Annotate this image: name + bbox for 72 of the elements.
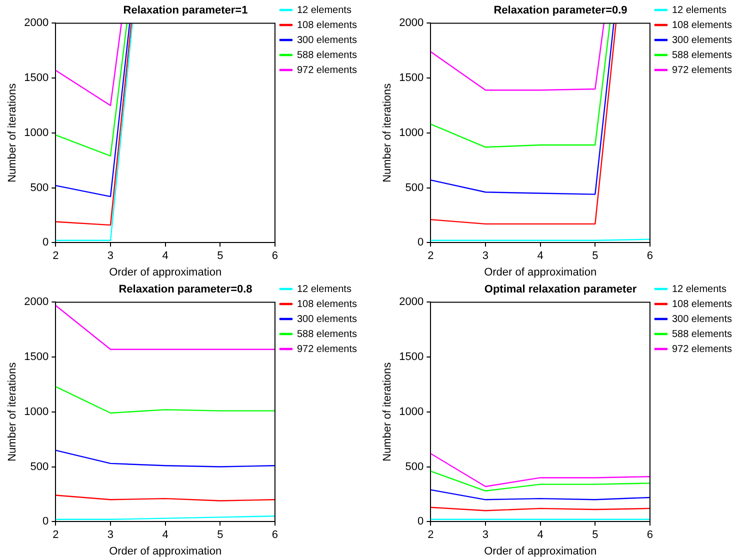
y-tick-label: 2000	[399, 296, 424, 308]
y-tick-label: 2000	[24, 296, 49, 308]
legend-label: 300 elements	[672, 314, 732, 325]
legend-label: 588 elements	[296, 50, 358, 61]
legend-label: 972 elements	[672, 64, 732, 76]
x-axis-title: Order of approximation	[484, 266, 597, 278]
legend-label: 588 elements	[672, 50, 732, 61]
x-tick-label: 3	[107, 529, 114, 542]
legend-label: 108 elements	[296, 20, 358, 31]
y-tick-label: 1500	[24, 351, 49, 364]
legend-label: 108 elements	[672, 298, 732, 310]
x-tick-label: 4	[537, 250, 544, 262]
x-tick-label: 5	[592, 529, 598, 542]
y-tick-label: 500	[405, 460, 424, 473]
legend-label: 588 elements	[672, 328, 732, 340]
x-tick-label: 3	[482, 250, 489, 262]
legend-label: 300 elements	[296, 34, 358, 46]
legend-label: 300 elements	[296, 314, 358, 325]
x-tick-label: 4	[537, 529, 544, 542]
y-tick-label: 1500	[399, 72, 424, 84]
y-tick-label: 1000	[24, 406, 49, 418]
chart-title: Relaxation parameter=1	[123, 4, 248, 17]
chart-title: Optimal relaxation parameter	[484, 284, 638, 296]
y-axis-title: Number of iterations	[6, 362, 19, 462]
y-axis-title: Number of iterations	[382, 362, 394, 462]
y-tick-label: 1000	[399, 126, 424, 139]
x-tick-label: 2	[52, 529, 59, 542]
y-tick-label: 0	[418, 236, 424, 249]
y-tick-label: 0	[418, 516, 424, 528]
y-tick-label: 1000	[24, 126, 49, 139]
y-tick-label: 500	[30, 460, 49, 473]
legend-label: 12 elements	[672, 284, 726, 295]
x-tick-label: 6	[646, 250, 654, 262]
x-tick-label: 3	[107, 250, 114, 262]
legend-label: 12 elements	[672, 4, 726, 16]
x-axis-title: Order of approximation	[109, 266, 222, 278]
legend-label: 972 elements	[672, 344, 732, 355]
y-axis-title: Number of iterations	[6, 82, 19, 182]
y-tick-label: 500	[30, 182, 49, 194]
x-tick-label: 5	[592, 250, 598, 262]
legend-label: 108 elements	[296, 298, 358, 310]
y-tick-label: 1500	[24, 72, 49, 84]
x-tick-label: 2	[428, 529, 434, 542]
x-axis-title: Order of approximation	[109, 545, 222, 558]
x-tick-label: 2	[52, 250, 59, 262]
y-tick-label: 1500	[399, 351, 424, 364]
x-tick-label: 5	[217, 250, 224, 262]
x-tick-label: 4	[162, 529, 168, 542]
chart-title: Relaxation parameter=0.9	[494, 4, 628, 17]
legend-label: 588 elements	[296, 328, 358, 340]
y-axis-title: Number of iterations	[382, 82, 394, 182]
legend-label: 972 elements	[296, 344, 358, 355]
x-tick-label: 3	[482, 529, 489, 542]
legend-label: 108 elements	[672, 20, 732, 31]
legend-label: 12 elements	[296, 284, 352, 295]
legend-label: 300 elements	[672, 34, 732, 46]
y-tick-label: 0	[42, 236, 49, 249]
legend-label: 12 elements	[296, 4, 352, 16]
chart-title: Relaxation parameter=0.8	[118, 284, 252, 296]
x-tick-label: 5	[217, 529, 224, 542]
x-axis-title: Order of approximation	[484, 545, 597, 558]
y-tick-label: 2000	[399, 17, 424, 30]
y-tick-label: 2000	[24, 17, 49, 30]
x-tick-label: 6	[646, 529, 654, 542]
y-tick-label: 1000	[399, 406, 424, 418]
x-tick-label: 6	[272, 250, 278, 262]
x-tick-label: 4	[162, 250, 168, 262]
x-tick-label: 2	[428, 250, 434, 262]
y-tick-label: 0	[42, 516, 49, 528]
x-tick-label: 6	[272, 529, 278, 542]
legend-label: 972 elements	[296, 64, 358, 76]
y-tick-label: 500	[405, 182, 424, 194]
